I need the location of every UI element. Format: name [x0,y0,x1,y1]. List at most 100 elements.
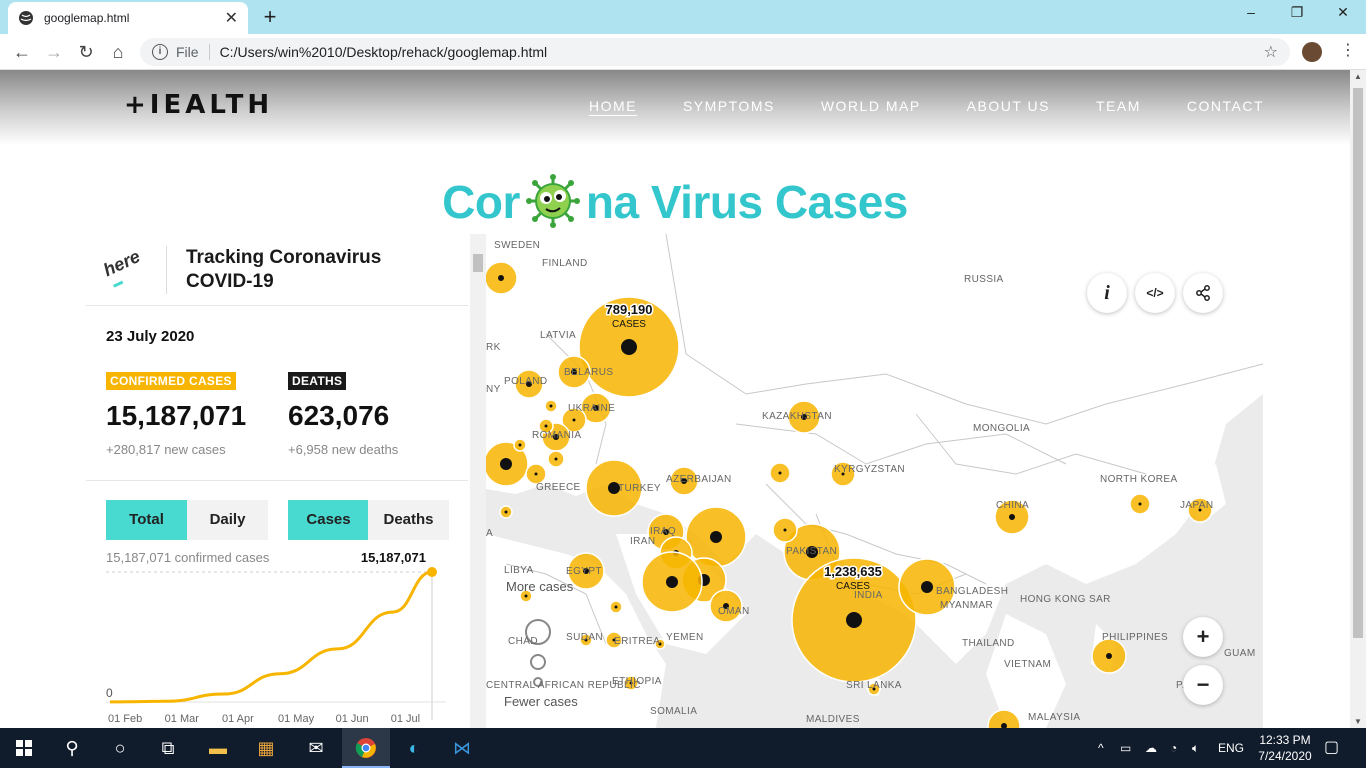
map-label: CENTRAL AFRICAN REPUBLIC [486,680,641,691]
map-label: UKRAINE [568,403,615,414]
vscode-icon[interactable]: ⋈ [438,728,486,768]
store-icon[interactable]: ▦ [242,728,290,768]
windows-taskbar: ⚲ ○ ⧉ ▬ ▦ ✉ ◐ ⋈ ^ ▭ ☁ ◔ 🔈︎ ENG 12:33 PM … [0,728,1366,768]
map-label: MALDIVES [806,714,860,725]
page-scroll-thumb[interactable] [1353,88,1363,638]
nav-symptoms[interactable]: SYMPTOMS [683,98,775,114]
bubble-center-dot [666,576,678,588]
deaths-new: +6,958 new deaths [288,442,398,457]
map-label: IRAN [630,536,656,547]
cortana-icon[interactable]: ○ [96,728,144,768]
chrome-icon[interactable] [342,728,390,768]
close-tab-icon[interactable]: ✕ [225,8,238,28]
bubble-center-dot [621,339,637,355]
nav-contact[interactable]: CONTACT [1187,98,1264,114]
battery-icon[interactable]: ▭ [1120,728,1131,768]
toggle-cases[interactable]: Cases [288,500,369,540]
bookmark-star-icon[interactable]: ☆ [1264,42,1278,62]
confirmed-new: +280,817 new cases [106,442,226,457]
scroll-down-icon[interactable]: ▼ [1350,717,1366,726]
home-icon[interactable]: ⌂ [106,40,130,64]
map-label: AZERBAIJAN [666,474,732,485]
callout-value: 1,238,635 [824,564,882,579]
info-icon[interactable]: i [152,44,168,60]
back-icon[interactable]: ← [10,40,34,64]
minimize-button[interactable]: – [1228,4,1274,20]
wifi-icon[interactable]: ◔ [1170,728,1177,768]
embed-button[interactable]: </> [1135,273,1175,313]
map-label: SUDAN [566,632,603,643]
mail-icon[interactable]: ✉ [292,728,340,768]
header-separator [166,246,167,294]
share-button[interactable] [1183,273,1223,313]
bubble-center-dot [498,275,504,281]
menu-dots-icon[interactable]: ⋮ [1340,40,1356,60]
map-label: VIETNAM [1004,659,1051,670]
toggle-total[interactable]: Total [106,500,187,540]
map-label: SRI LANKA [846,680,902,691]
map-label: EGYPT [566,566,602,577]
new-tab-button[interactable]: + [258,4,282,30]
scheme-label: File [176,44,210,60]
map-scroll-thumb[interactable] [473,254,483,272]
nav-about-us[interactable]: ABOUT US [967,98,1050,114]
forward-icon[interactable]: → [42,40,66,64]
map-label: RUSSIA [964,274,1004,285]
nav-world-map[interactable]: WORLD MAP [821,98,921,114]
edge-icon[interactable]: ◐ [390,728,438,768]
language-indicator[interactable]: ENG [1218,728,1244,768]
system-clock[interactable]: 12:33 PM 7/24/2020 [1250,732,1320,764]
address-bar[interactable]: i File C:/Users/win%2010/Desktop/rehack/… [140,38,1290,66]
search-icon[interactable]: ⚲ [48,728,96,768]
browser-tab[interactable]: googlemap.html ✕ [8,2,248,34]
site-logo[interactable]: +IEALTH [124,90,273,120]
toggle-daily[interactable]: Daily [187,500,268,540]
map-label: GUAM [1224,648,1256,659]
deaths-total: 623,076 [288,400,389,432]
bubble-center-dot [555,458,558,461]
bubble-center-dot [573,419,576,422]
reload-icon[interactable]: ↻ [74,40,98,64]
map-label: THAILAND [962,638,1015,649]
share-icon [1195,285,1211,301]
page-scrollbar[interactable]: ▲ ▼ [1350,70,1366,728]
map-label: YEMEN [666,632,704,643]
bubble-center-dot [545,425,548,428]
file-explorer-icon[interactable]: ▬ [194,728,242,768]
windows-logo-icon [16,740,32,756]
clock-date: 7/24/2020 [1250,748,1320,764]
toggle-deaths[interactable]: Deaths [368,500,449,540]
nav-home[interactable]: HOME [589,98,637,114]
zoom-in-button[interactable]: + [1183,617,1223,657]
map-label: MONGOLIA [973,423,1030,434]
scroll-up-icon[interactable]: ▲ [1350,72,1366,81]
x-tick-label: 01 Apr [222,713,254,725]
info-button[interactable]: i [1087,273,1127,313]
url-text[interactable]: C:/Users/win%2010/Desktop/rehack/googlem… [220,44,548,60]
tab-title: googlemap.html [44,11,225,25]
network-icon[interactable]: ☁ [1145,728,1157,768]
restore-button[interactable]: ❐ [1274,4,1320,21]
chrome-logo-icon [355,737,377,759]
globe-icon [18,10,34,26]
windows-start-icon[interactable] [0,728,48,768]
close-window-button[interactable]: ✕ [1320,4,1366,21]
brand-text: here [100,246,143,280]
profile-avatar[interactable] [1302,42,1322,62]
map-scrollbar[interactable] [470,234,486,728]
bubble-center-dot [921,581,933,593]
x-tick-label: 01 Feb [108,713,142,725]
zoom-out-button[interactable]: − [1183,665,1223,705]
browser-toolbar: ← → ↻ ⌂ i File C:/Users/win%2010/Desktop… [0,34,1366,70]
here-logo: here [100,245,151,295]
x-tick-label: 01 Jun [336,713,369,725]
tray-expand-icon[interactable]: ^ [1098,728,1104,768]
map-label: KYRGYZSTAN [834,464,905,475]
map-label: MYANMAR [940,600,993,611]
volume-icon[interactable]: 🔈︎ [1192,728,1199,768]
task-view-icon[interactable]: ⧉ [144,728,192,768]
nav-team[interactable]: TEAM [1096,98,1141,114]
map-label: BANGLADESH [936,586,1008,597]
notifications-icon[interactable]: ▢ [1324,728,1339,768]
